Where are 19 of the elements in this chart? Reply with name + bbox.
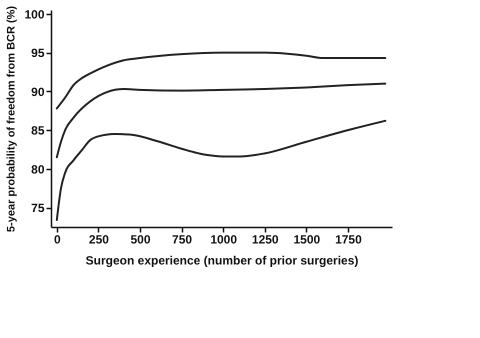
x-axis-title: Surgeon experience (number of prior surgeries): [86, 254, 358, 268]
y-tick-label: 85: [31, 124, 45, 138]
y-tick-label: 100: [24, 7, 45, 22]
x-tick-label: 1750: [335, 232, 362, 246]
x-tick-label: 750: [172, 232, 192, 246]
x-tick-label: 250: [88, 232, 110, 246]
line-series: [56, 82, 386, 158]
y-axis-title: 5-year probability of freedom from BCR (%): [5, 6, 18, 232]
x-tick-label: 0: [54, 232, 61, 246]
x-tick-label: 1500: [293, 232, 321, 246]
line-series: [56, 52, 386, 110]
line-series: [56, 120, 386, 222]
y-tick-label: 75: [31, 201, 45, 216]
x-tick-label: 1250: [252, 232, 279, 246]
x-tick-label: 500: [130, 232, 151, 246]
y-tick-label: 80: [31, 162, 45, 176]
y-tick-label: 95: [31, 46, 45, 60]
y-tick-label: 90: [31, 84, 45, 99]
x-tick-label: 1000: [210, 232, 238, 246]
